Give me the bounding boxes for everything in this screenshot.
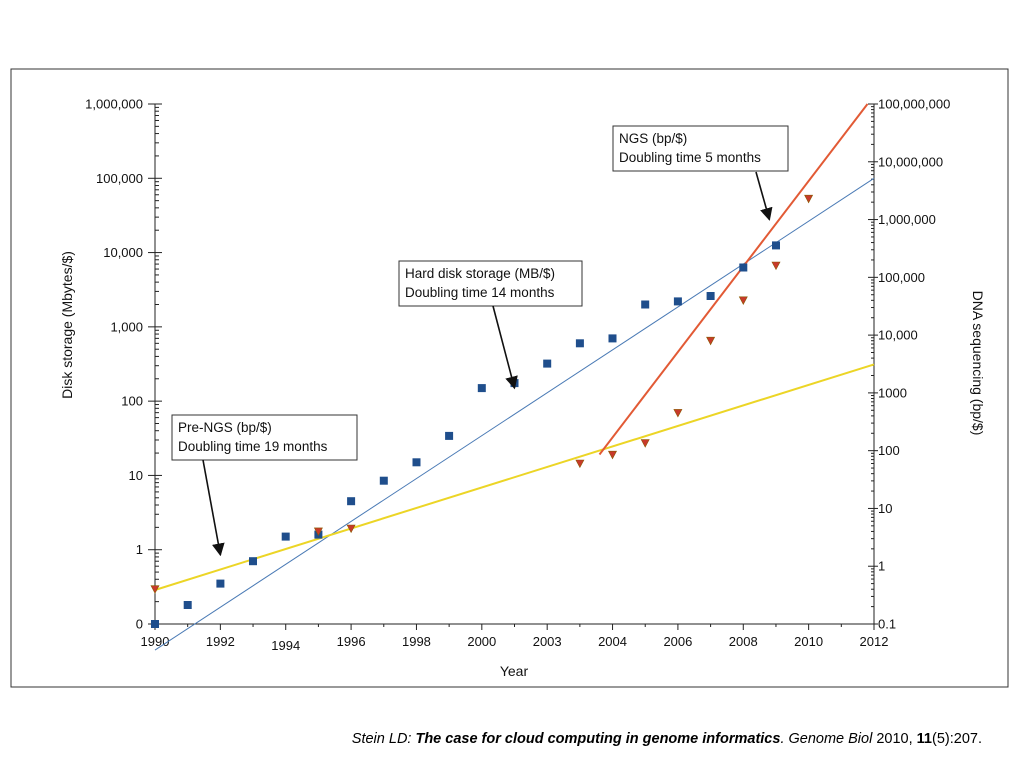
trendline-1 bbox=[154, 177, 875, 651]
disk-storage-point bbox=[543, 359, 552, 368]
disk-storage-point bbox=[641, 300, 650, 309]
x-tick-label: 2004 bbox=[598, 634, 627, 649]
disk-storage-point bbox=[216, 579, 225, 588]
x-tick-label: 1994 bbox=[271, 638, 300, 653]
disk-storage-point bbox=[183, 601, 192, 609]
y-right-tick-label: 10,000,000 bbox=[878, 154, 943, 169]
y-left-tick-label: 1,000 bbox=[110, 319, 143, 334]
x-tick-label: 2010 bbox=[794, 634, 823, 649]
disk-storage-point bbox=[673, 297, 682, 306]
citation-year: 2010, bbox=[872, 731, 917, 747]
disk-storage-point bbox=[379, 476, 388, 485]
annotation-arrow bbox=[492, 305, 518, 390]
disk-storage-point bbox=[347, 497, 356, 506]
dna-sequencing-point bbox=[804, 194, 814, 204]
annotation-text: Doubling time 5 months bbox=[619, 150, 761, 165]
annotation-3: Pre-NGS (bp/$) Doubling time 19 months bbox=[171, 414, 358, 557]
disk-storage-point bbox=[575, 339, 584, 348]
disk-storage-point bbox=[477, 384, 486, 393]
citation-journal: . Genome Biol bbox=[780, 731, 873, 747]
disk-storage-point bbox=[445, 431, 454, 440]
y-right-tick-label: 100,000 bbox=[878, 270, 925, 285]
citation-pages: (5):207. bbox=[932, 731, 982, 747]
y-right-tick-label: 0.1 bbox=[878, 617, 896, 632]
y-left-axis-title: Disk storage (Mbytes/$) bbox=[59, 251, 75, 399]
disk-storage-point bbox=[249, 557, 257, 566]
dna-sequencing-point bbox=[150, 585, 160, 594]
trendlines bbox=[154, 103, 875, 651]
y-right-tick-label: 100,000,000 bbox=[878, 97, 950, 112]
y-left-tick-label: 10 bbox=[129, 468, 143, 483]
citation-authors: Stein LD: bbox=[351, 731, 416, 747]
disk-storage-point bbox=[772, 241, 780, 250]
annotation-text: Hard disk storage (MB/$) bbox=[405, 266, 555, 281]
dna-sequencing-point bbox=[346, 524, 356, 534]
annotation-text: Doubling time 19 months bbox=[178, 439, 328, 454]
annotation-text: Doubling time 14 months bbox=[405, 285, 555, 300]
y-left-tick-label: 1,000,000 bbox=[85, 97, 143, 112]
disk-storage-point bbox=[706, 292, 715, 300]
citation: Stein LD: The case for cloud computing i… bbox=[0, 731, 982, 747]
x-tick-label: 2006 bbox=[663, 634, 692, 649]
y-left-tick-label: 100 bbox=[121, 394, 143, 409]
y-right-tick-label: 1,000,000 bbox=[878, 212, 936, 227]
y-left-tick-label: 1 bbox=[136, 542, 143, 557]
x-tick-label: 2003 bbox=[533, 634, 562, 649]
dna-sequencing-point bbox=[673, 409, 683, 418]
disk-storage-point bbox=[412, 458, 421, 467]
dna-sequencing-point bbox=[575, 459, 585, 469]
dna-sequencing-point bbox=[738, 296, 748, 305]
x-tick-label: 2012 bbox=[860, 634, 889, 649]
annotation-1: NGS (bp/$) Doubling time 5 months bbox=[612, 125, 789, 221]
dna-sequencing-point bbox=[706, 336, 716, 346]
dna-sequencing-point bbox=[771, 261, 781, 271]
annotation-box bbox=[171, 414, 358, 461]
disk-storage-point bbox=[739, 263, 748, 272]
y-left-tick-label: 100,000 bbox=[96, 171, 143, 186]
annotation-box bbox=[612, 125, 789, 172]
annotation-arrow bbox=[202, 459, 225, 557]
data-points bbox=[150, 194, 814, 628]
x-tick-label: 1998 bbox=[402, 634, 431, 649]
annotations: NGS (bp/$) Doubling time 5 months Hard dis… bbox=[171, 125, 789, 557]
y-right-tick-label: 1000 bbox=[878, 385, 907, 400]
y-right-tick-label: 10 bbox=[878, 501, 892, 516]
x-tick-label: 2008 bbox=[729, 634, 758, 649]
annotation-box bbox=[398, 260, 583, 307]
y-left-tick-label: 10,000 bbox=[103, 245, 143, 260]
disk-storage-point bbox=[151, 620, 159, 628]
trendline-3 bbox=[598, 103, 869, 456]
disk-storage-point bbox=[608, 334, 617, 343]
chart-frame bbox=[10, 68, 1009, 688]
dna-sequencing-point bbox=[608, 450, 617, 460]
disk-storage-point bbox=[281, 532, 290, 541]
axes: 0 1 10 100 1,000 10,000 100,000 1,000,000 0.1 1 10… bbox=[85, 97, 950, 654]
annotation-text: NGS (bp/$) bbox=[619, 131, 687, 146]
citation-title: The case for cloud computing in genome i… bbox=[415, 731, 781, 747]
trendline-2 bbox=[154, 363, 875, 591]
y-right-tick-label: 100 bbox=[878, 443, 900, 458]
annotation-2: Hard disk storage (MB/$) Doubling time 14… bbox=[398, 260, 583, 390]
citation-volume: 11 bbox=[916, 731, 933, 747]
y-left-tick-label: 0 bbox=[136, 617, 143, 632]
annotation-arrow bbox=[755, 171, 773, 221]
x-axis-title: Year bbox=[500, 663, 529, 679]
y-right-tick-label: 10,000 bbox=[878, 328, 918, 343]
y-right-tick-label: 1 bbox=[878, 559, 885, 574]
x-tick-label: 1996 bbox=[337, 634, 366, 649]
annotation-text: Pre-NGS (bp/$) bbox=[178, 420, 272, 435]
x-tick-label: 2000 bbox=[467, 634, 496, 649]
dna-sequencing-point bbox=[313, 527, 323, 537]
y-right-axis-title: DNA sequencing (bp/$) bbox=[970, 291, 986, 436]
x-tick-label: 1992 bbox=[206, 634, 235, 649]
dna-sequencing-point bbox=[640, 439, 650, 448]
x-tick-label: 1990 bbox=[141, 634, 170, 649]
